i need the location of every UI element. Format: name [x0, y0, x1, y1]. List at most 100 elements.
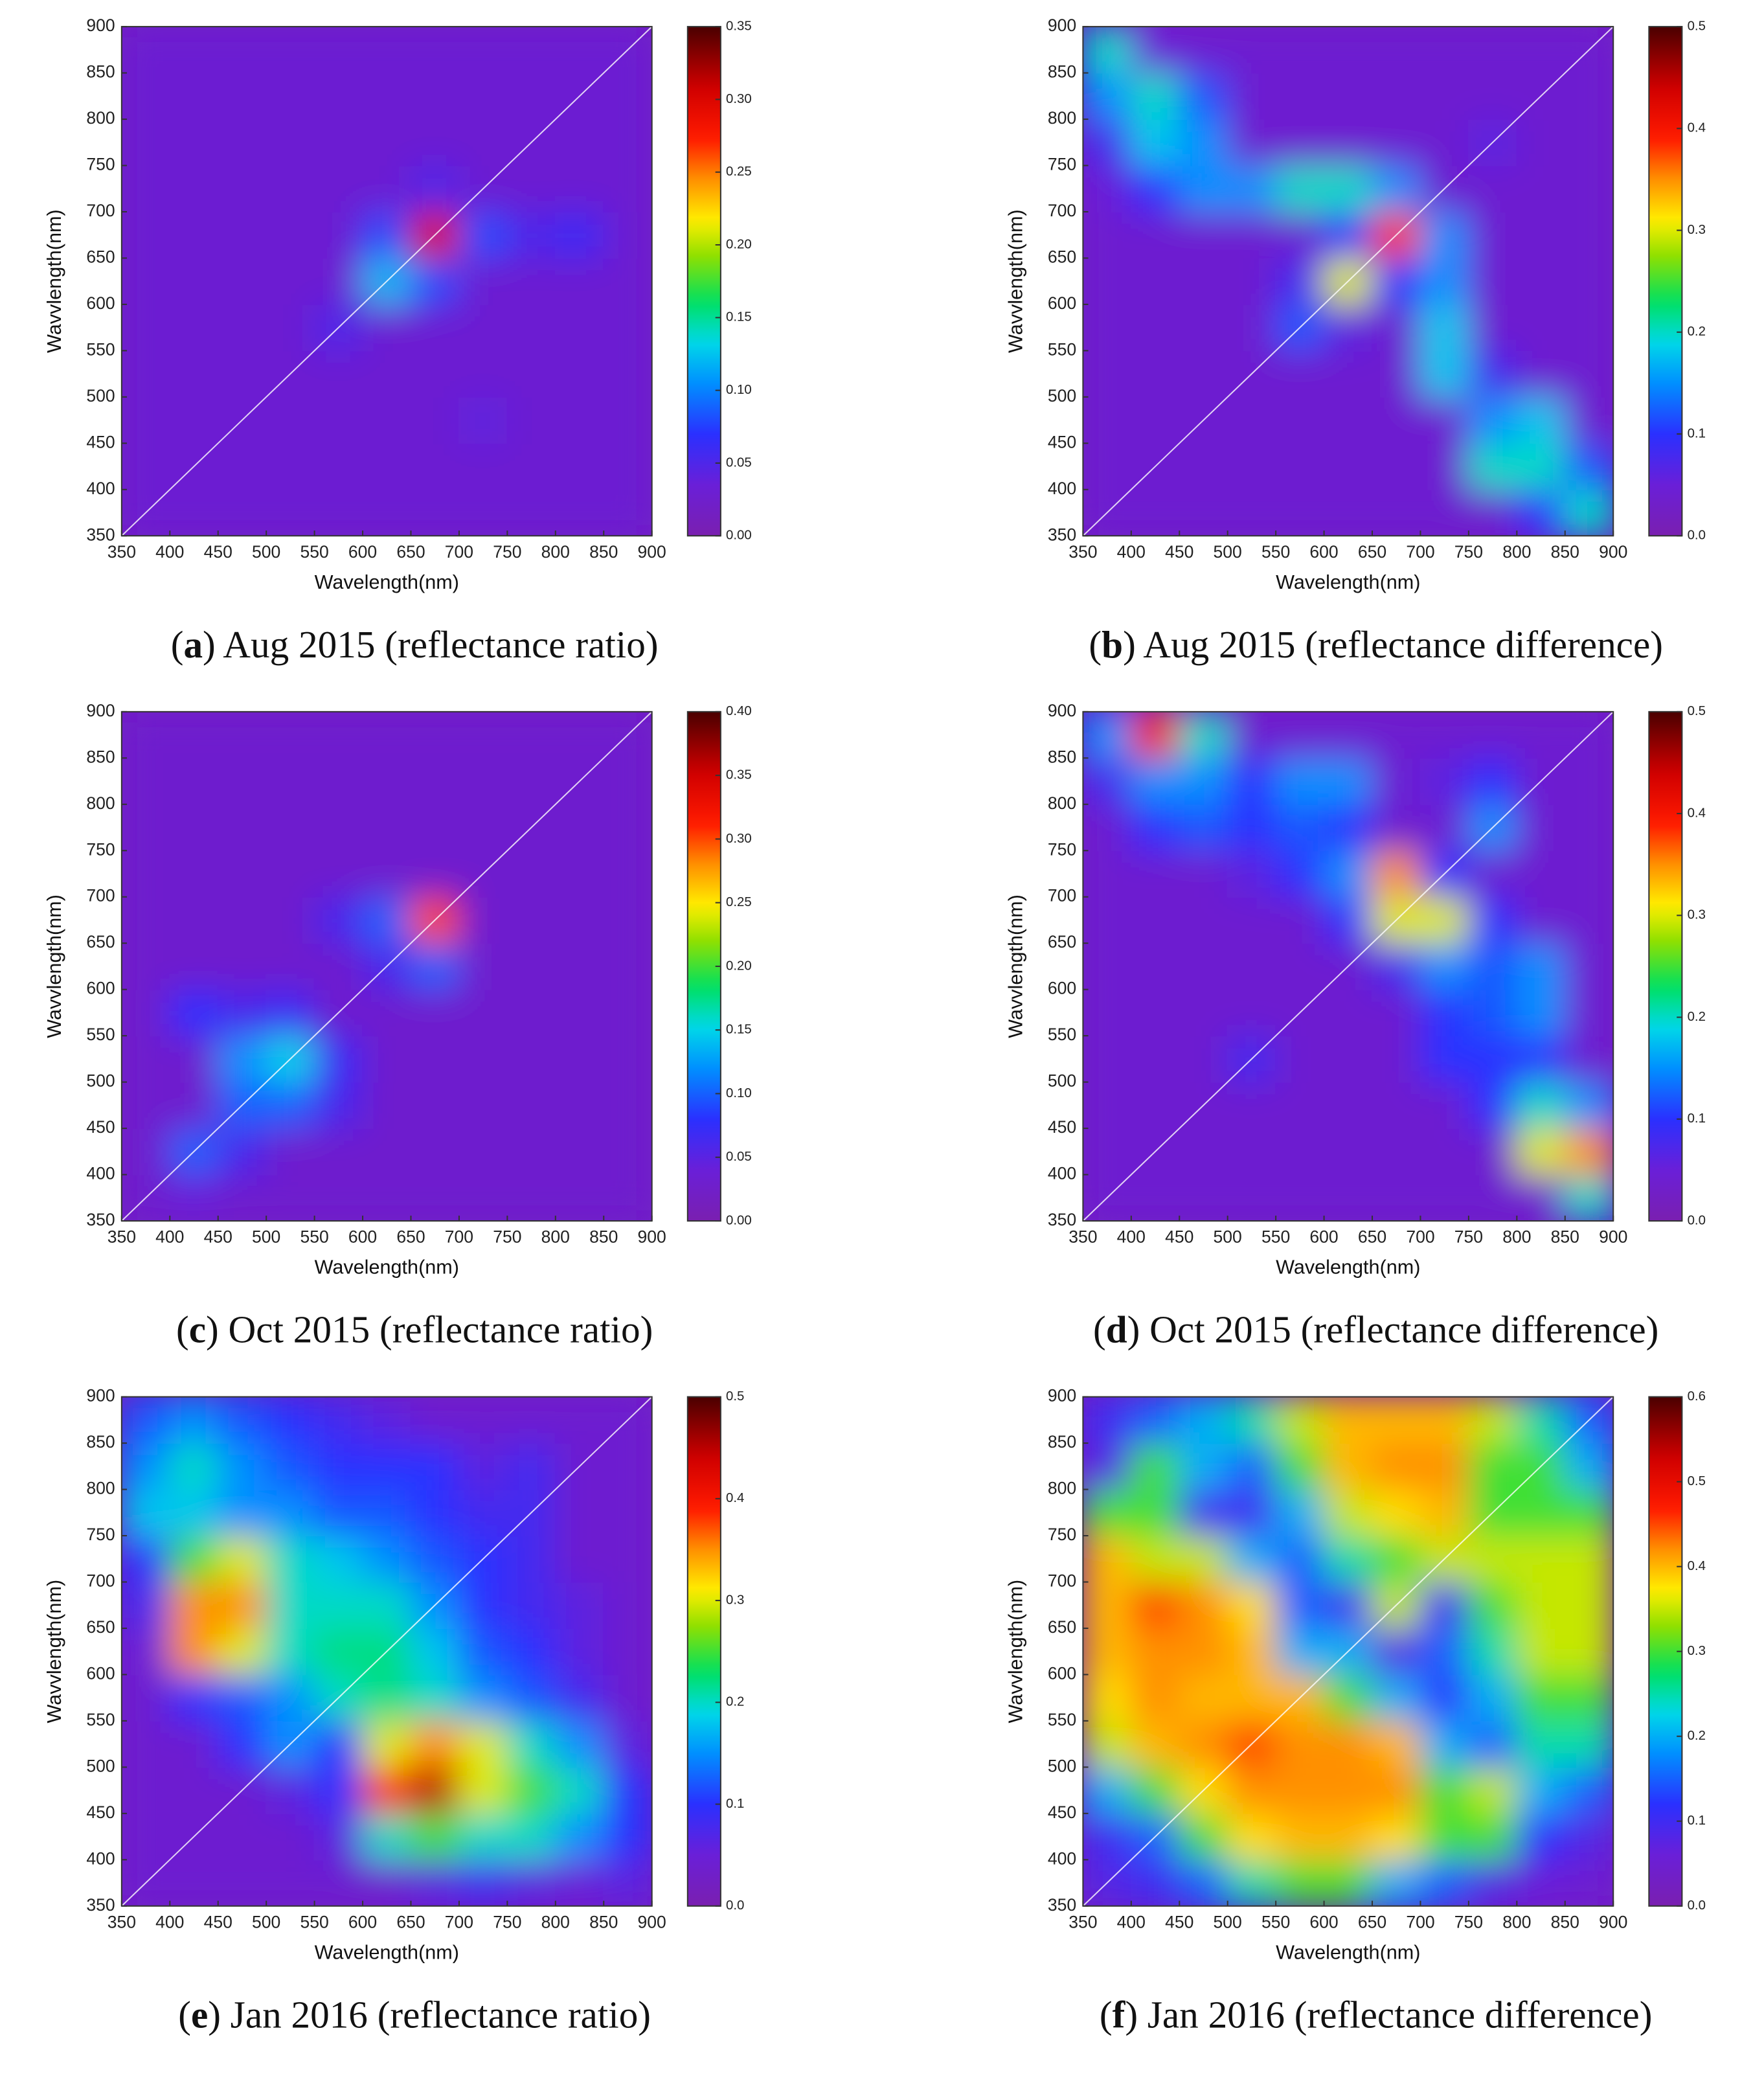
- heatmap-cell: [1083, 396, 1132, 444]
- x-tick-label: 750: [1454, 1227, 1483, 1247]
- y-tick-label: 650: [1048, 932, 1076, 951]
- plot-frame: [1082, 26, 1614, 537]
- heatmap-cell: [217, 1627, 267, 1676]
- heatmap-cell: [603, 1534, 652, 1583]
- heatmap-cell: [458, 72, 508, 120]
- heatmap-cell: [506, 1674, 556, 1722]
- y-axis-label: Wavvlength(nm): [1004, 894, 1026, 1038]
- heatmap-cell: [458, 303, 508, 352]
- y-tick-label: 600: [1048, 1663, 1076, 1683]
- colorbar-tick-label: 0.1: [1688, 1814, 1706, 1828]
- y-tick-label: 850: [86, 747, 115, 766]
- heatmap-cell: [217, 27, 267, 74]
- plot-area: [1083, 1396, 1614, 1906]
- heatmap-cell: [1419, 757, 1469, 805]
- y-tick-label: 600: [1048, 979, 1076, 998]
- heatmap-cell: [1467, 757, 1518, 805]
- heatmap-cell: [169, 1396, 219, 1444]
- heatmap-cell: [554, 1627, 605, 1676]
- heatmap-cell: [1371, 1081, 1421, 1130]
- heatmap-cell: [266, 72, 315, 120]
- x-tick-label: 800: [1502, 542, 1531, 562]
- x-tick-label: 400: [155, 1227, 184, 1247]
- heatmap-cell: [1179, 803, 1228, 852]
- y-tick-label: 800: [1048, 1479, 1076, 1498]
- x-tick-label: 450: [204, 1227, 232, 1247]
- x-tick-label: 550: [300, 542, 328, 562]
- heatmap-cell: [169, 165, 219, 213]
- heatmap-cell: [1275, 165, 1325, 213]
- x-tick-label: 600: [348, 1912, 377, 1931]
- colorbar-tick-label: 0.1: [726, 1797, 744, 1811]
- heatmap-cell: [266, 211, 315, 259]
- heatmap-cell: [1130, 942, 1181, 990]
- y-tick-label: 900: [1048, 701, 1076, 720]
- heatmap-cell: [1371, 27, 1421, 74]
- heatmap-cell: [1467, 1581, 1518, 1629]
- heatmap-cell: [313, 942, 364, 990]
- heatmap-cell: [1227, 165, 1277, 213]
- heatmap-cell: [362, 1442, 412, 1490]
- heatmap-cell: [1083, 442, 1132, 490]
- y-tick-label: 500: [1048, 1071, 1076, 1091]
- heatmap-cell: [1323, 27, 1374, 74]
- y-tick-label: 550: [1048, 339, 1076, 359]
- caption-part: a: [183, 622, 203, 665]
- y-tick-label: 500: [86, 1071, 115, 1091]
- heatmap-cell: [1275, 757, 1325, 805]
- heatmap-cell: [1227, 757, 1277, 805]
- heatmap-cell: [121, 1128, 171, 1176]
- y-tick-label: 500: [1048, 386, 1076, 405]
- heatmap-cell: [1275, 1859, 1325, 1906]
- heatmap-cell: [362, 711, 412, 759]
- heatmap-cell: [362, 165, 412, 213]
- heatmap-cell: [1516, 896, 1566, 944]
- heatmap-cell: [1371, 350, 1421, 398]
- heatmap-cell: [1516, 1081, 1566, 1130]
- x-axis-label: Wavelength(nm): [315, 1941, 459, 1963]
- heatmap-cell: [121, 1035, 171, 1083]
- heatmap-cell: [1516, 488, 1566, 536]
- heatmap-cell: [1130, 988, 1181, 1037]
- heatmap-cell: [410, 1035, 460, 1083]
- colorbar-tick-label: 0.30: [726, 832, 752, 846]
- heatmap-cell: [266, 165, 315, 213]
- colorbar-tick-label: 0.30: [726, 92, 752, 106]
- heatmap-cell: [1323, 1766, 1374, 1814]
- heatmap-cell: [1516, 1627, 1566, 1676]
- heatmap-cell: [362, 72, 412, 120]
- diagonal-line: [1083, 27, 1614, 536]
- heatmap-cell: [1419, 988, 1469, 1037]
- heatmap-cell: [554, 350, 605, 398]
- heatmap-cell: [266, 1627, 315, 1676]
- heatmap-cell: [1130, 1581, 1181, 1629]
- heatmap-cell: [554, 27, 605, 74]
- colorbar-tick-label: 0.4: [1688, 1559, 1706, 1573]
- heatmap-cell: [1179, 1720, 1228, 1768]
- colorbar-tick-label: 0.05: [726, 455, 752, 470]
- heatmap-cell: [554, 1174, 605, 1222]
- heatmap-cell: [1130, 165, 1181, 213]
- heatmap-cell: [506, 1627, 556, 1676]
- x-tick-label: 900: [1599, 1227, 1627, 1247]
- y-tick-label: 400: [86, 1164, 115, 1183]
- heatmap-cell: [603, 1442, 652, 1490]
- caption-part: (: [171, 622, 184, 665]
- heatmap-cell: [554, 165, 605, 213]
- x-tick-label: 650: [396, 1227, 425, 1247]
- heatmap-cell: [1179, 1674, 1228, 1722]
- y-tick-label: 450: [86, 1117, 115, 1137]
- heatmap-cell: [217, 942, 267, 990]
- heatmap-cell: [1130, 488, 1181, 536]
- heatmap-cell: [362, 1488, 412, 1537]
- heatmap-cell: [1419, 488, 1469, 536]
- y-tick-label: 800: [86, 1479, 115, 1498]
- heatmap-cell: [1227, 850, 1277, 898]
- heatmap-cell: [1564, 350, 1614, 398]
- y-tick-label: 600: [86, 979, 115, 998]
- heatmap-cell: [1083, 165, 1132, 213]
- heatmap-cell: [217, 1674, 267, 1722]
- heatmap-cell: [1564, 1812, 1614, 1861]
- heatmap-cell: [506, 942, 556, 990]
- y-tick-label: 400: [86, 479, 115, 498]
